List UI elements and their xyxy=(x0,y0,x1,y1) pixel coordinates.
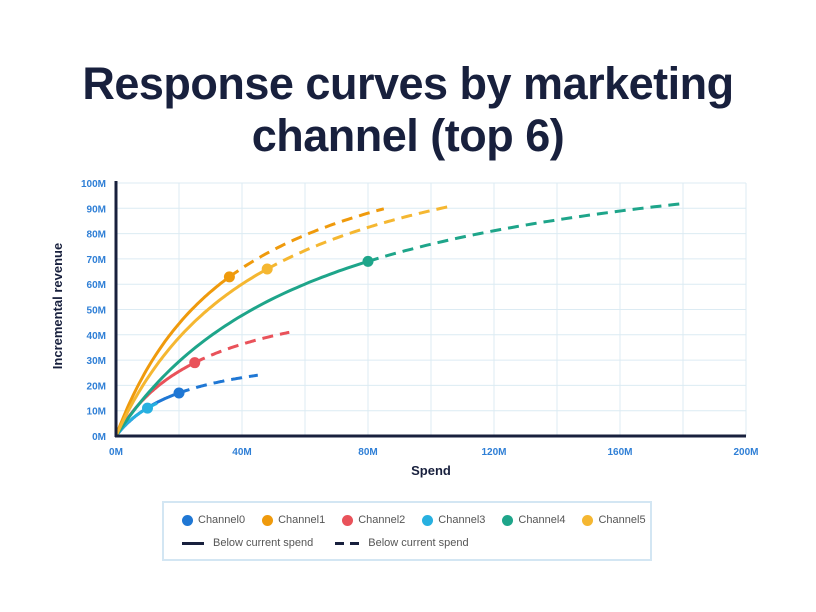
curve-dashed xyxy=(367,201,687,263)
y-tick-label: 20M xyxy=(87,381,106,392)
legend-item-channel0: Channel0 xyxy=(182,514,245,526)
legend-label: Below current spend xyxy=(213,537,314,549)
legend-item-channel2: Channel2 xyxy=(342,514,405,526)
x-tick-label: 160M xyxy=(607,447,632,458)
legend-dot-icon xyxy=(342,514,354,526)
legend-item-channel5: Channel5 xyxy=(582,514,646,526)
x-tick-label: 80M xyxy=(358,447,377,458)
legend-dot-icon xyxy=(582,514,594,526)
curve-dashed xyxy=(266,204,454,271)
axes xyxy=(114,181,746,438)
y-tick-label: 80M xyxy=(87,230,106,241)
legend-label: Channel2 xyxy=(358,514,406,526)
current-spend-point xyxy=(142,402,153,414)
legend-dot-icon xyxy=(422,514,434,526)
y-tick-label: 70M xyxy=(87,255,106,266)
y-tick-label: 10M xyxy=(87,407,106,418)
tick-labels: 0M 10M 20M 30M 40M 50M 60M 70M 80M 90M 100M 0M 40M 80… xyxy=(81,179,759,458)
y-tick-label: 40M xyxy=(87,331,106,342)
legend-label: Below current spend xyxy=(368,537,469,549)
curve-dashed xyxy=(228,207,385,279)
y-tick-label: 60M xyxy=(87,280,106,291)
gridlines xyxy=(115,182,747,437)
legend-dot-icon xyxy=(182,514,193,526)
curve-solid xyxy=(114,267,268,437)
chart-area: 0M 10M 20M 30M 40M 50M 60M 70M 80M 90M 100M 0M 40M 80… xyxy=(50,179,759,478)
y-tick-label: 100M xyxy=(81,179,106,190)
current-spend-point xyxy=(189,357,201,369)
dashed-line-swatch xyxy=(335,541,360,545)
solid-line-swatch xyxy=(182,541,204,545)
legend-label: Channel1 xyxy=(278,514,326,526)
current-spend-point xyxy=(223,271,235,283)
y-axis-label: Incremental revenue xyxy=(50,243,65,369)
legend: Channel0 Channel1 Channel2 Channel3 Channel4… xyxy=(162,501,652,561)
legend-label: Channel3 xyxy=(438,514,486,526)
legend-item-channel1: Channel1 xyxy=(262,514,325,526)
current-spend-point xyxy=(362,255,374,267)
legend-item-channel4: Channel4 xyxy=(502,514,565,526)
legend-dot-icon xyxy=(502,514,514,526)
y-tick-label: 30M xyxy=(87,356,106,367)
y-tick-label: 50M xyxy=(87,306,106,317)
legend-label: Channel4 xyxy=(518,514,566,526)
y-tick-label: 0M xyxy=(92,432,106,443)
x-tick-label: 200M xyxy=(733,447,758,458)
series-channel1 xyxy=(114,207,385,437)
x-tick-label: 40M xyxy=(232,447,251,458)
curve-solid xyxy=(114,259,369,437)
series-channel5 xyxy=(114,204,454,437)
legend-item-dashed: Below current spend xyxy=(335,537,469,549)
current-spend-point xyxy=(261,263,273,275)
legend-item-solid: Below current spend xyxy=(182,537,313,549)
legend-dot-icon xyxy=(262,514,274,526)
curve-solid xyxy=(114,275,231,437)
chart-title: Response curves by marketing channel (to… xyxy=(82,58,734,161)
curve-solid xyxy=(114,361,196,437)
y-tick-label: 90M xyxy=(87,204,106,215)
x-tick-label: 120M xyxy=(481,447,506,458)
legend-label: Channel0 xyxy=(198,514,246,526)
legend-line-styles: Below current spend Below current spend xyxy=(182,537,486,549)
series-channel4 xyxy=(114,201,687,437)
legend-item-channel3: Channel3 xyxy=(422,514,485,526)
x-axis-label: Spend xyxy=(411,463,451,478)
curves xyxy=(114,201,687,437)
current-spend-point xyxy=(173,387,185,399)
curve-dashed xyxy=(178,373,258,395)
legend-label: Channel5 xyxy=(598,514,646,526)
legend-channels: Channel0 Channel1 Channel2 Channel3 Channel4… xyxy=(182,514,663,526)
x-tick-label: 0M xyxy=(109,447,123,458)
